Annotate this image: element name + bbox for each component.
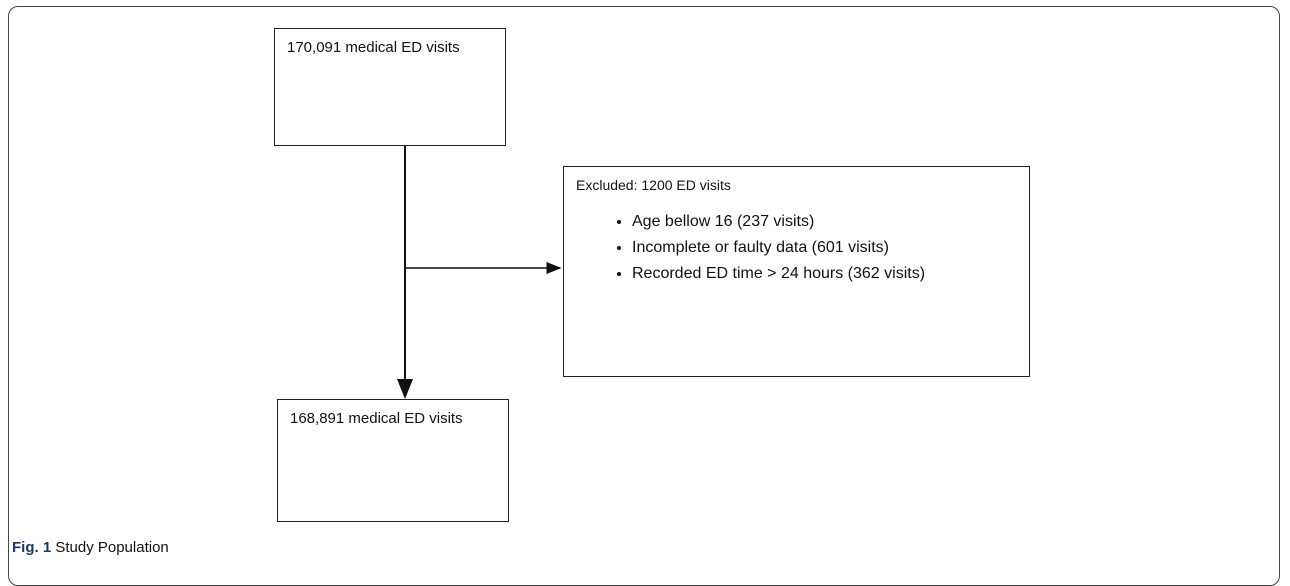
connectors — [397, 145, 562, 399]
caption-label: Fig. 1 — [12, 539, 52, 556]
exclusion-item: Incomplete or faulty data (601 visits) — [632, 235, 925, 261]
node: 168,891 medical ED visits — [277, 399, 509, 522]
node: 170,091 medical ED visits — [274, 28, 506, 146]
exclusion-title: Excluded: 1200 ED visits — [576, 177, 731, 193]
exclusion-list: Age bellow 16 (237 visits) Incomplete or… — [606, 209, 925, 287]
caption-title: Study Population — [55, 539, 169, 556]
node-label: 168,891 medical ED visits — [290, 410, 463, 427]
exclusion-item: Age bellow 16 (237 visits) — [632, 209, 925, 235]
node-label: 170,091 medical ED visits — [287, 39, 460, 56]
exclusion-item: Recorded ED time > 24 hours (362 visits) — [632, 261, 925, 287]
exclusion-box: Excluded: 1200 ED visits Age bellow 16 (… — [563, 166, 1030, 377]
page: 170,091 medical ED visits Excluded: 1200… — [0, 0, 1290, 565]
caption: Fig. 1 Study Population — [12, 539, 169, 556]
